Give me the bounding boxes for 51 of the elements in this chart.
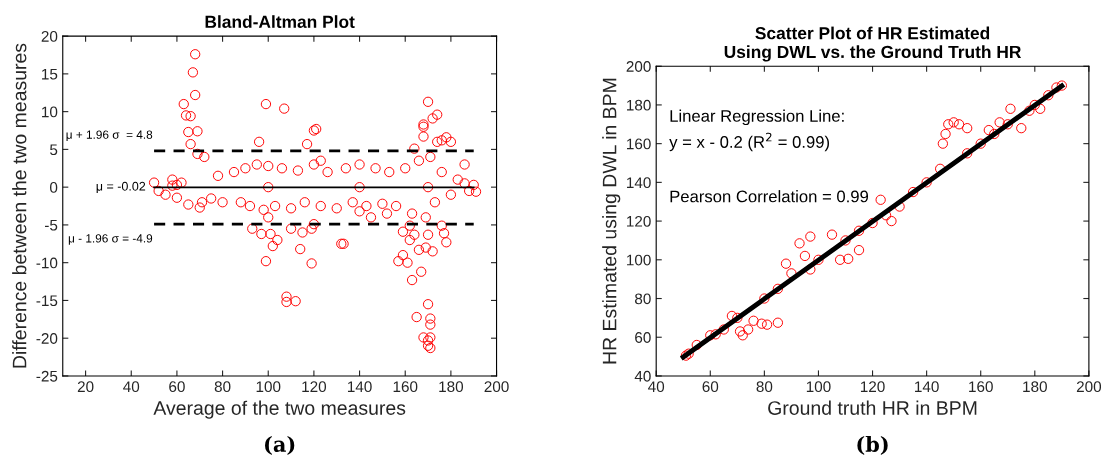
x-tick-label: 160 bbox=[393, 381, 418, 393]
y-tick-label: 100 bbox=[627, 254, 651, 266]
x-tick-label: 200 bbox=[1076, 381, 1101, 393]
y-tick-label: 160 bbox=[627, 138, 651, 150]
x-tick-label: 140 bbox=[915, 381, 939, 393]
y-tick-label: 60 bbox=[635, 332, 651, 343]
x-tick-label: 180 bbox=[439, 381, 464, 393]
annotation: Pearson Correlation = 0.99 bbox=[670, 190, 869, 203]
x-tick-label: 100 bbox=[806, 381, 831, 393]
y-tick-label: -15 bbox=[36, 295, 58, 307]
y-tick-label: 140 bbox=[627, 177, 651, 189]
y-tick-label: 5 bbox=[50, 144, 58, 156]
y-tick-label: 200 bbox=[626, 61, 651, 72]
x-tick-label: 20 bbox=[77, 381, 94, 393]
x-tick-label: 120 bbox=[302, 381, 327, 393]
x-tick-label: 120 bbox=[860, 381, 885, 393]
text: (b) bbox=[857, 435, 888, 455]
annotation: Linear Regression Line: y = x - 0.2 (R$^{2}$ = 0.99) bbox=[669, 109, 844, 152]
x-tick-label: 80 bbox=[756, 381, 773, 393]
x-tick-label: 100 bbox=[256, 381, 281, 393]
y-tick-label: -20 bbox=[36, 333, 58, 344]
series-label: μ = -0.02 bbox=[96, 181, 146, 193]
chart-title: Scatter Plot of HR Estimated Using DWL vs. the Ground Truth HR bbox=[724, 26, 1022, 62]
y-tick-label: 0 bbox=[50, 182, 58, 193]
text: (a) bbox=[265, 435, 295, 455]
x-tick-label: 40 bbox=[123, 381, 140, 393]
y-tick-label: -25 bbox=[36, 370, 58, 382]
x-tick-label: 180 bbox=[1023, 381, 1047, 393]
x-tick-label: 200 bbox=[484, 381, 509, 393]
y-tick-label: -10 bbox=[36, 257, 58, 269]
series-label: μ - 1.96 σ = -4.9 bbox=[68, 234, 153, 245]
y-tick-label: 20 bbox=[41, 30, 58, 42]
x-tick-label: 140 bbox=[347, 381, 372, 393]
x-tick-label: 60 bbox=[169, 381, 185, 393]
y-tick-label: 15 bbox=[42, 68, 58, 80]
y-axis-title: Difference between the two measures bbox=[12, 43, 27, 368]
y-tick-label: 10 bbox=[42, 106, 58, 118]
y-axis-title: HR Estimated using DWL in BPM bbox=[602, 78, 621, 364]
y-tick-label: 180 bbox=[627, 99, 651, 111]
x-tick-label: 60 bbox=[702, 381, 719, 393]
x-axis-title: Average of the two measures bbox=[153, 400, 406, 419]
x-tick-label: 80 bbox=[214, 381, 231, 393]
y-tick-label: 120 bbox=[627, 215, 651, 227]
y-tick-label: 40 bbox=[634, 370, 651, 382]
x-tick-label: 40 bbox=[648, 381, 665, 393]
y-tick-label: -5 bbox=[44, 219, 58, 231]
x-tick-label: 160 bbox=[969, 381, 993, 393]
y-tick-label: 80 bbox=[635, 293, 651, 305]
x-axis-title: Ground truth HR in BPM bbox=[768, 400, 977, 415]
chart-title: Bland-Altman Plot bbox=[205, 15, 355, 28]
series-label: μ + 1.96 σ = 4.8 bbox=[66, 130, 153, 141]
